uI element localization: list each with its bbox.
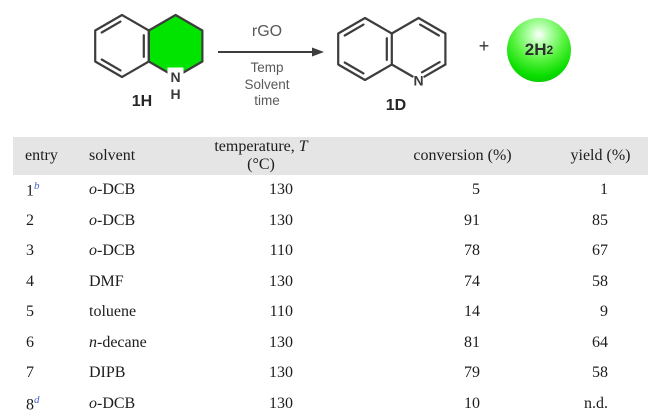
cell-temperature: 130 <box>269 272 293 290</box>
cell-temperature: 130 <box>269 333 293 351</box>
tetrahydroquinoline-structure-icon: N H <box>94 13 204 102</box>
table-row: 2 o-DCB 130 91 85 <box>13 206 648 237</box>
cell-entry: 5 <box>26 303 34 321</box>
cell-solvent: o-DCB <box>89 242 136 260</box>
temperature-header-unit: (°C) <box>247 156 275 173</box>
condition-solvent: Solvent <box>244 76 290 92</box>
product-label: 1D <box>385 97 407 114</box>
table-row: 4 DMF 130 74 58 <box>13 267 648 298</box>
table-row: 1b o-DCB 130 5 1 <box>13 175 648 206</box>
cell-conversion: 5 <box>472 181 480 199</box>
cell-yield: 58 <box>592 364 608 382</box>
condition-temp: Temp <box>250 60 284 75</box>
table-body: 1b o-DCB 130 5 1 2 o-DCB 130 91 85 3 o-DCB 110 78 67 4 D… <box>13 175 648 417</box>
cell-yield: 85 <box>592 211 608 229</box>
cell-solvent: DIPB <box>89 364 126 382</box>
cell-yield: 9 <box>600 303 608 321</box>
condition-time: time <box>254 93 280 108</box>
cell-yield: 58 <box>592 272 608 290</box>
reaction-arrow-icon <box>218 47 324 57</box>
reaction-scheme: N H 1H rGO Temp Solvent time <box>0 0 653 135</box>
column-header-solvent: solvent <box>88 137 203 175</box>
cell-solvent: o-DCB <box>89 394 136 412</box>
cell-temperature: 130 <box>269 364 293 382</box>
cell-conversion: 74 <box>464 272 480 290</box>
arrow-conditions: Temp Solvent time <box>216 60 318 110</box>
cell-solvent: DMF <box>89 272 124 290</box>
table-row: 5 toluene 110 14 9 <box>13 297 648 328</box>
arrow-reagent-label: rGO <box>251 23 283 40</box>
cell-yield: 67 <box>592 242 608 260</box>
cell-conversion: 91 <box>464 211 480 229</box>
temperature-symbol: T <box>298 138 308 155</box>
quinoline-nitrogen-label: N <box>414 73 424 89</box>
column-header-entry: entry <box>13 137 88 175</box>
quinoline-structure-icon: N <box>337 16 447 89</box>
cell-solvent: o-DCB <box>89 181 136 199</box>
amine-nitrogen-label: N <box>171 69 181 85</box>
hydrogen-label-subscript: 2 <box>546 43 554 57</box>
cell-solvent: toluene <box>89 303 137 321</box>
column-header-conversion: conversion (%) <box>363 137 553 175</box>
cell-entry: 2 <box>26 211 34 229</box>
cell-yield: 1 <box>600 181 608 199</box>
cell-conversion: 14 <box>464 303 480 321</box>
results-table: entry solvent temperature, T (°C) conver… <box>13 137 648 417</box>
cell-solvent: n-decane <box>89 333 147 351</box>
table-row: 3 o-DCB 110 78 67 <box>13 236 648 267</box>
cell-temperature: 130 <box>269 211 293 229</box>
table-header: entry solvent temperature, T (°C) conver… <box>13 137 648 175</box>
table-row: 6 n-decane 130 81 64 <box>13 328 648 359</box>
cell-entry: 3 <box>26 242 34 260</box>
cell-yield: n.d. <box>584 394 608 412</box>
cell-temperature: 110 <box>269 242 293 260</box>
cell-entry: 7 <box>26 364 34 382</box>
plus-sign: + <box>478 36 490 56</box>
column-header-yield: yield (%) <box>553 137 648 175</box>
table-row: 8d o-DCB 130 10 n.d. <box>13 389 648 417</box>
cell-conversion: 81 <box>464 333 480 351</box>
cell-temperature: 130 <box>269 394 293 412</box>
cell-temperature: 130 <box>269 181 293 199</box>
cell-entry: 8d <box>26 393 40 413</box>
column-header-temperature: temperature, T (°C) <box>203 137 363 175</box>
table-row: 7 DIPB 130 79 58 <box>13 358 648 389</box>
cell-conversion: 78 <box>464 242 480 260</box>
cell-temperature: 110 <box>269 303 293 321</box>
hydrogen-sphere-icon: 2H 2 <box>507 18 571 82</box>
cell-yield: 64 <box>592 333 608 351</box>
cell-entry: 1b <box>26 180 40 200</box>
temperature-header-text: temperature, <box>214 138 299 155</box>
reactant-label: 1H <box>131 93 153 110</box>
cell-solvent: o-DCB <box>89 211 136 229</box>
table-header-row: entry solvent temperature, T (°C) conver… <box>13 137 648 175</box>
cell-entry: 4 <box>26 272 34 290</box>
cell-entry: 6 <box>26 333 34 351</box>
amine-hydrogen-label: H <box>171 86 181 102</box>
cell-conversion: 10 <box>464 394 480 412</box>
hydrogen-label: 2H <box>524 40 547 59</box>
cell-conversion: 79 <box>464 364 480 382</box>
